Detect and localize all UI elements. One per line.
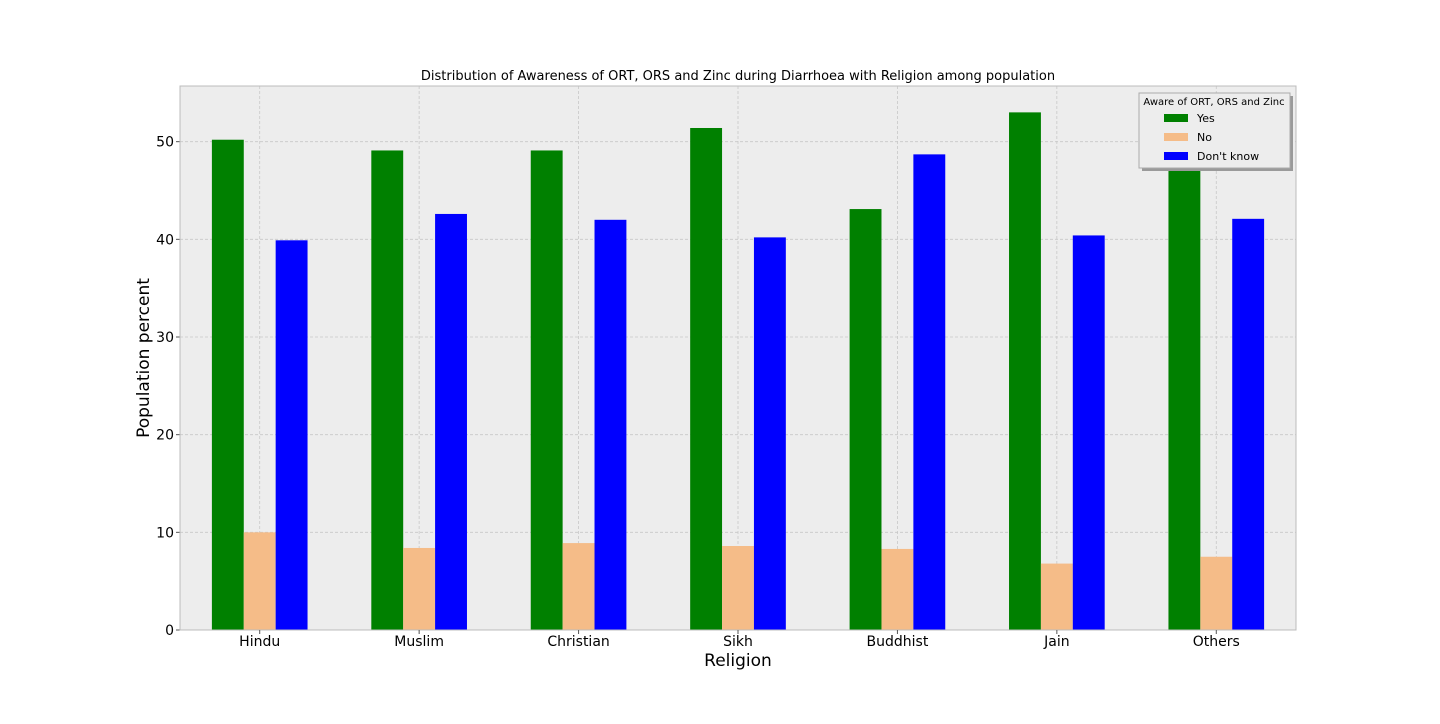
bar-no-christian — [562, 543, 595, 630]
bar-no-hindu — [243, 532, 276, 630]
bar-don-t-know-buddhist — [913, 154, 946, 630]
bar-yes-muslim — [371, 150, 404, 631]
x-tick-label: Others — [1193, 634, 1240, 650]
bar-yes-sikh — [690, 127, 723, 631]
bar-no-buddhist — [881, 548, 914, 630]
x-axis-label: Religion — [704, 651, 772, 671]
grid-lines — [180, 86, 1296, 631]
x-tick-label: Muslim — [394, 634, 444, 650]
legend-title: Aware of ORT, ORS and Zinc — [1143, 97, 1284, 108]
x-tick-label: Sikh — [723, 634, 753, 650]
axes: 0 10 20 30 40 50 Hindu Muslim Christian Sikh Buddh… — [156, 85, 1297, 650]
x-tick-label: Buddhist — [867, 634, 929, 650]
bar-yes-hindu — [211, 139, 244, 630]
legend-swatch — [1164, 114, 1188, 122]
y-axis-label: Population percent — [134, 278, 154, 438]
x-tick-label: Jain — [1043, 634, 1069, 650]
bar-no-jain — [1040, 563, 1073, 630]
y-tick-label: 20 — [156, 428, 174, 444]
y-tick-label: 0 — [165, 623, 174, 639]
x-tick-label: Christian — [547, 634, 609, 650]
bar-yes-others — [1168, 136, 1201, 630]
legend-label: Don't know — [1197, 150, 1259, 163]
bar-don-t-know-muslim — [435, 213, 467, 630]
bar-yes-jain — [1009, 112, 1041, 631]
bar-don-t-know-others — [1232, 218, 1265, 630]
y-tick-label: 10 — [156, 525, 174, 541]
bar-yes-christian — [530, 150, 563, 631]
y-tick-label: 40 — [156, 232, 174, 248]
y-tick-label: 50 — [156, 135, 174, 151]
legend-label: Yes — [1196, 112, 1215, 125]
x-tick-label: Hindu — [239, 634, 280, 650]
legend-items: Yes No Don't know — [1164, 112, 1259, 163]
bar-don-t-know-sikh — [753, 237, 786, 631]
y-tick-label: 30 — [156, 330, 174, 346]
legend: Aware of ORT, ORS and Zinc Yes No Don't kn… — [1138, 92, 1293, 171]
legend-label: No — [1197, 131, 1212, 144]
legend-swatch — [1164, 152, 1188, 160]
chart-title: Distribution of Awareness of ORT, ORS an… — [421, 69, 1055, 84]
bar-don-t-know-jain — [1072, 235, 1105, 630]
bar-yes-buddhist — [849, 209, 882, 630]
bar-don-t-know-christian — [594, 219, 627, 630]
bar-don-t-know-hindu — [275, 240, 308, 631]
bars — [211, 112, 1265, 631]
bar-no-muslim — [403, 547, 436, 630]
bar-no-others — [1200, 556, 1233, 630]
bar-no-sikh — [722, 546, 754, 630]
legend-swatch — [1164, 133, 1188, 141]
